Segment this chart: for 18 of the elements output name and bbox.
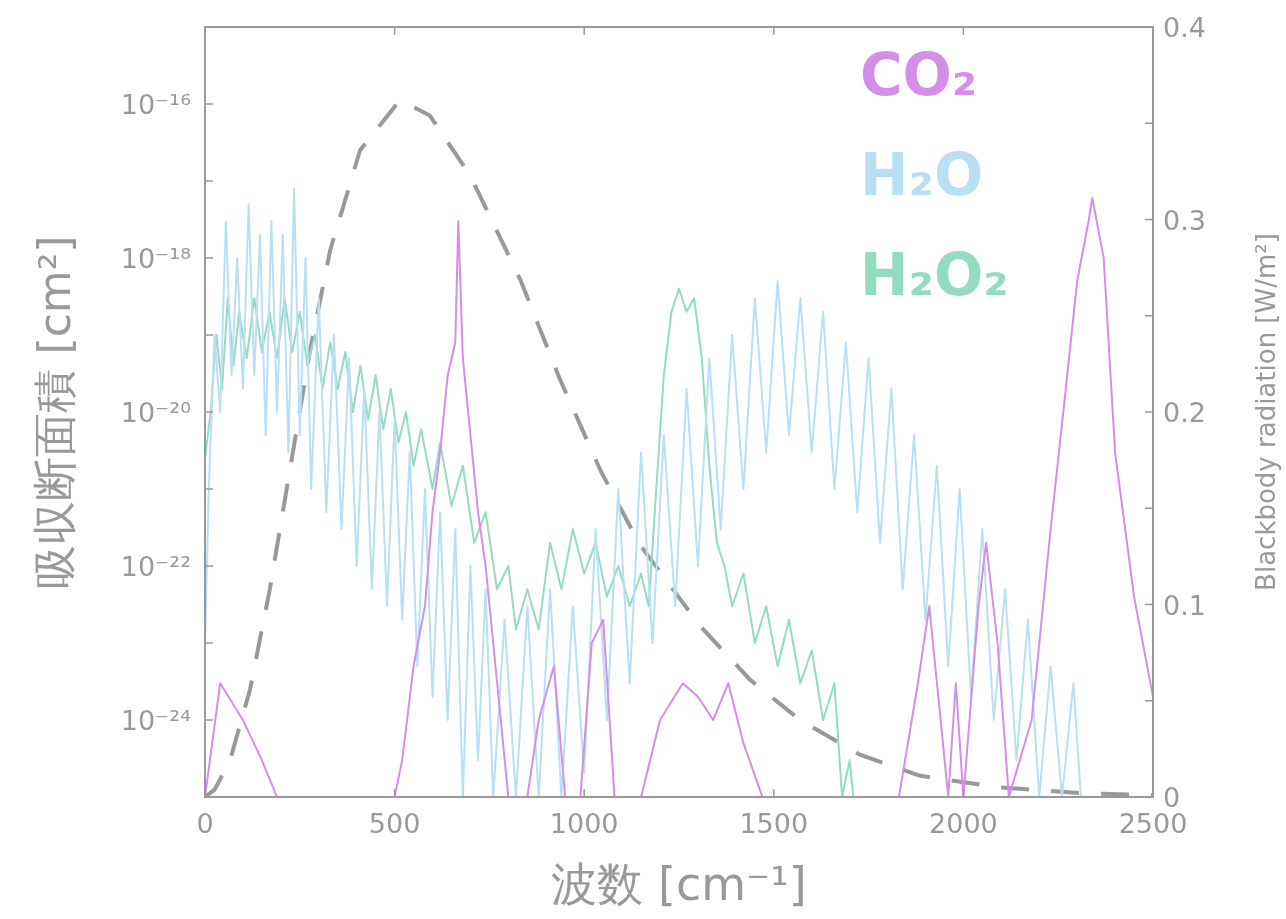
y-tick-label: 10⁻²⁰ xyxy=(120,397,191,428)
y2-tick-label: 0.2 xyxy=(1163,397,1206,428)
y-tick-label: 10⁻¹⁸ xyxy=(120,243,191,274)
x-tick-label: 1000 xyxy=(549,808,619,839)
y2-tick-label: 0.3 xyxy=(1163,204,1206,236)
x-tick-label: 2000 xyxy=(929,808,998,839)
x-axis-title: 波数 [cm⁻¹] xyxy=(551,857,807,911)
x-tick-label: 500 xyxy=(368,808,421,839)
y-axis-title: 吸収断面積 [cm²] xyxy=(29,235,80,589)
y-tick-label: 10⁻¹⁶ xyxy=(120,89,191,120)
y2-tick-label: 0.4 xyxy=(1163,12,1206,43)
y2-axis-title: Blackbody radiation [W/m²] xyxy=(1251,233,1281,591)
y2-tick-label: 0.1 xyxy=(1163,589,1206,621)
x-tick-label: 0 xyxy=(196,808,214,839)
y-tick-label: 10⁻²² xyxy=(120,551,191,582)
x-tick-label: 1500 xyxy=(739,808,809,839)
y-tick-label: 10⁻²⁴ xyxy=(120,705,191,736)
legend: CO₂ H₂O H₂O₂ xyxy=(860,41,1009,309)
